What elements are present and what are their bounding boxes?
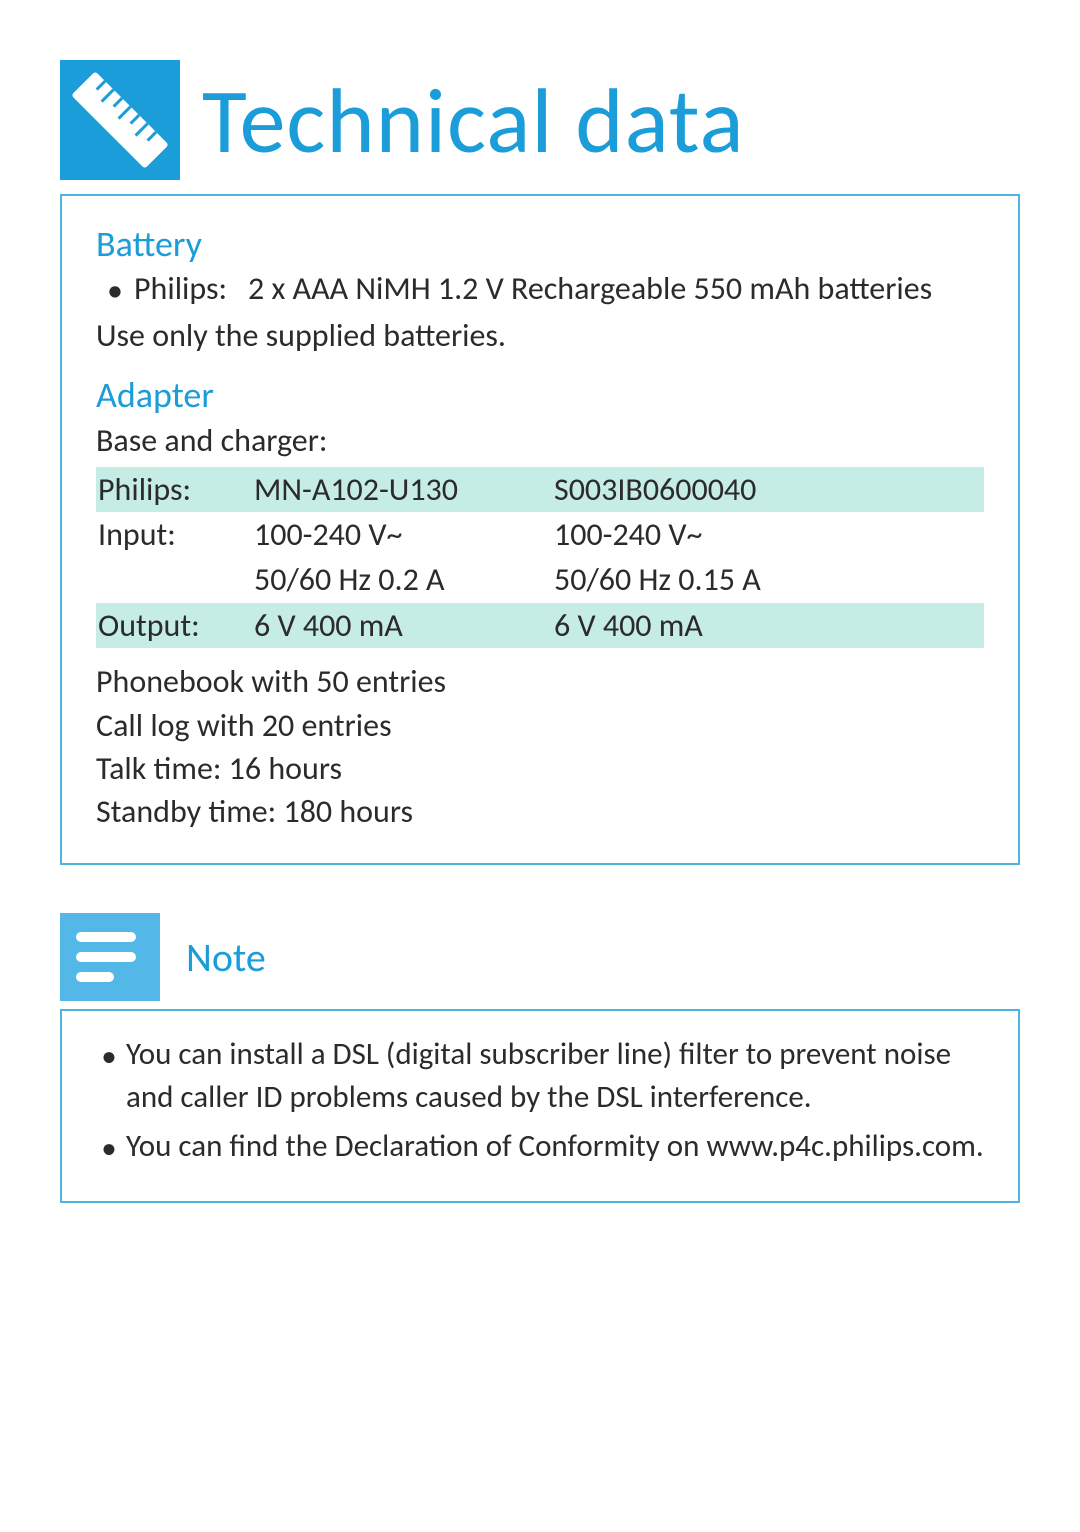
adapter-intro: Base and charger: <box>96 419 984 462</box>
bullet-icon: • <box>92 1125 126 1170</box>
table-cell: 100-240 V~ <box>254 512 554 557</box>
note-header: Note <box>60 913 1020 1001</box>
title-row: Technical data <box>60 60 1020 180</box>
bullet-icon: • <box>96 268 134 312</box>
table-row: 50/60 Hz 0.2 A50/60 Hz 0.15 A <box>96 557 984 602</box>
table-cell: 50/60 Hz 0.15 A <box>554 557 984 602</box>
battery-heading: Battery <box>96 222 984 266</box>
table-cell: 100-240 V~ <box>554 512 984 557</box>
note-icon <box>60 913 160 1001</box>
table-cell: 6 V 400 mA <box>554 603 984 648</box>
table-row: Philips:MN-A102-U130S003IB0600040 <box>96 467 984 512</box>
feature-line: Call log with 20 entries <box>96 704 984 747</box>
table-cell: 6 V 400 mA <box>254 603 554 648</box>
battery-bullet: • Philips: 2 x AAA NiMH 1.2 V Rechargeab… <box>96 268 984 312</box>
table-cell: 50/60 Hz 0.2 A <box>254 557 554 602</box>
bullet-icon: • <box>92 1033 126 1078</box>
note-heading: Note <box>186 933 266 982</box>
battery-bullet-label: Philips: <box>134 268 248 310</box>
technical-data-panel: Battery • Philips: 2 x AAA NiMH 1.2 V Re… <box>60 194 1020 865</box>
note-list: •You can install a DSL (digital subscrib… <box>92 1033 988 1169</box>
table-cell-label: Input: <box>96 512 254 557</box>
features-list: Phonebook with 50 entriesCall log with 2… <box>96 660 984 833</box>
table-cell: S003IB0600040 <box>554 467 984 512</box>
adapter-table: Philips:MN-A102-U130S003IB0600040Input:1… <box>96 467 984 649</box>
table-row: Output:6 V 400 mA6 V 400 mA <box>96 603 984 648</box>
feature-line: Standby time: 180 hours <box>96 790 984 833</box>
battery-bullet-text: 2 x AAA NiMH 1.2 V Rechargeable 550 mAh … <box>248 268 984 310</box>
ruler-icon <box>60 60 180 180</box>
feature-line: Talk time: 16 hours <box>96 747 984 790</box>
table-cell-label <box>96 557 254 602</box>
battery-note: Use only the supplied batteries. <box>96 314 984 357</box>
page-title: Technical data <box>202 64 745 177</box>
note-item-text: You can find the Declaration of Conformi… <box>126 1125 988 1168</box>
note-item: •You can install a DSL (digital subscrib… <box>92 1033 988 1119</box>
feature-line: Phonebook with 50 entries <box>96 660 984 703</box>
note-item-text: You can install a DSL (digital subscribe… <box>126 1033 988 1119</box>
table-row: Input:100-240 V~100-240 V~ <box>96 512 984 557</box>
table-cell: MN-A102-U130 <box>254 467 554 512</box>
note-panel: •You can install a DSL (digital subscrib… <box>60 1009 1020 1203</box>
table-cell-label: Output: <box>96 603 254 648</box>
adapter-heading: Adapter <box>96 373 984 417</box>
table-cell-label: Philips: <box>96 467 254 512</box>
note-item: •You can find the Declaration of Conform… <box>92 1125 988 1170</box>
